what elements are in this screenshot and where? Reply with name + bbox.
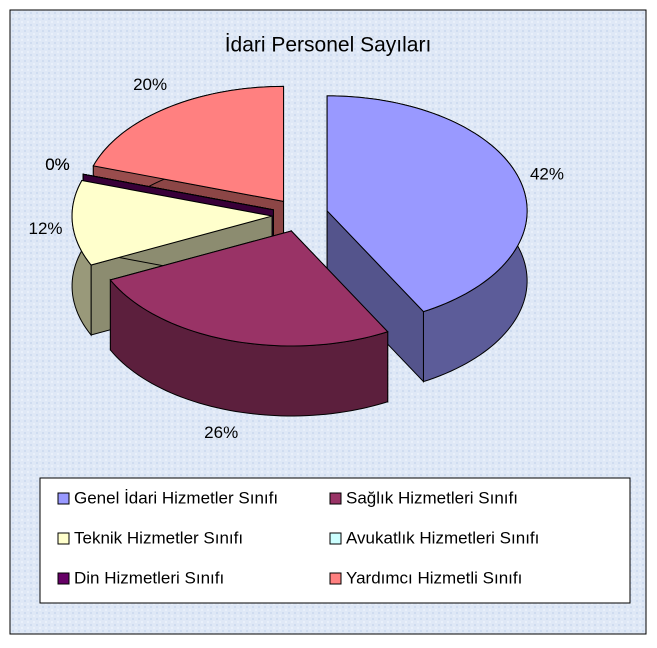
legend-swatch: [329, 532, 342, 545]
legend-label: Din Hizmetleri Sınıfı: [74, 568, 224, 587]
slice-face: [92, 85, 285, 203]
legend-swatch: [329, 492, 342, 505]
legend-label: Sağlık Hizmetleri Sınıfı: [346, 488, 518, 507]
data-label: 26%: [204, 423, 238, 442]
chart-title: İdari Personel Sayıları: [225, 34, 432, 57]
legend-label: Genel İdari Hizmetler Sınıfı: [74, 488, 278, 507]
legend-swatch: [57, 572, 70, 585]
legend-label: Avukatlık Hizmetleri Sınıfı: [346, 528, 539, 547]
data-label: 42%: [530, 165, 564, 184]
slice-face: [83, 173, 274, 211]
data-label: 12%: [28, 219, 62, 238]
legend-swatch: [329, 572, 342, 585]
data-label: 20%: [133, 75, 167, 94]
data-label: 0%: [45, 155, 70, 174]
slice-face: [326, 95, 528, 313]
legend-swatch: [57, 532, 70, 545]
slice-face: [71, 179, 273, 266]
legend-swatch: [57, 492, 70, 505]
slice-face: [109, 230, 389, 347]
pie-slice: [326, 95, 528, 383]
pie-slice: [109, 229, 389, 417]
legend-label: Yardımcı Hizmetli Sınıfı: [346, 568, 522, 587]
legend-label: Teknik Hizmetler Sınıfı: [74, 528, 243, 547]
data-label: 0%: [45, 155, 70, 174]
